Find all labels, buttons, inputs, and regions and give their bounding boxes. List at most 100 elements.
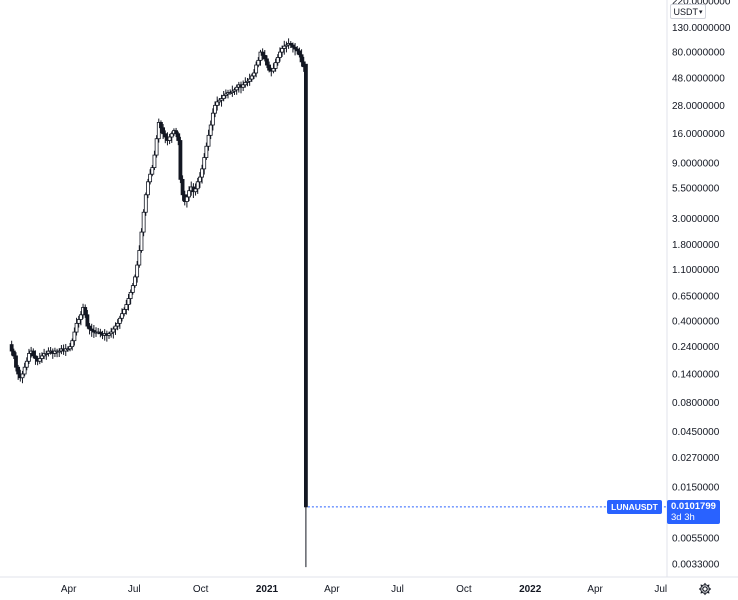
time-tick-label: Apr <box>324 584 340 595</box>
last-price-tag: 0.0101799 3d 3h <box>667 500 720 524</box>
candle <box>122 307 127 317</box>
candle <box>167 133 172 145</box>
price-tick-label: 0.0033000 <box>672 560 720 571</box>
candle <box>9 340 14 356</box>
candle <box>226 89 230 99</box>
price-tick-label: 0.0450000 <box>672 427 720 438</box>
candle <box>247 73 252 86</box>
candle <box>115 319 120 331</box>
candle <box>245 77 250 87</box>
candle <box>232 87 237 95</box>
candle <box>154 135 159 158</box>
candle <box>24 357 29 371</box>
candle <box>85 309 90 329</box>
candle <box>139 228 144 253</box>
candle <box>297 47 302 58</box>
time-tick-label: Apr <box>587 584 603 595</box>
candle <box>174 127 178 138</box>
price-tick-label-top: 220.0000000 <box>672 0 731 7</box>
candle <box>197 172 202 188</box>
candle <box>78 311 83 326</box>
candle <box>31 348 36 359</box>
candle <box>33 350 38 365</box>
price-tick-label: 1.1000000 <box>672 265 720 276</box>
candle <box>271 63 276 74</box>
candle <box>27 348 31 364</box>
candle <box>37 352 42 365</box>
candle <box>241 80 246 92</box>
candle <box>148 169 153 185</box>
time-tick-label: Oct <box>193 584 209 595</box>
candle <box>156 118 161 143</box>
candle <box>256 57 261 68</box>
candle <box>210 108 215 131</box>
candle <box>208 120 213 140</box>
candle <box>76 315 81 328</box>
candle <box>293 43 297 56</box>
candle <box>213 101 217 118</box>
candle <box>202 153 207 175</box>
price-tick-label: 0.0055000 <box>672 534 720 545</box>
candle <box>161 124 166 140</box>
candle <box>221 91 226 102</box>
price-axis[interactable]: 130.0000000 80.0000000 48.0000000 28.000000… <box>672 0 731 571</box>
candle <box>111 326 116 339</box>
time-tick-label: Jul <box>391 584 404 595</box>
price-tick-label: 28.0000000 <box>672 101 725 112</box>
candle <box>117 315 122 329</box>
candle <box>258 49 263 66</box>
candle <box>215 96 220 111</box>
candle <box>113 322 118 335</box>
candle <box>230 85 235 97</box>
candle <box>280 45 285 57</box>
candle <box>288 41 293 48</box>
candle <box>295 45 300 55</box>
candle <box>234 84 239 95</box>
candle <box>11 348 16 360</box>
candle <box>152 150 157 171</box>
currency-selector-button[interactable]: USDT ▾ <box>670 4 706 19</box>
candle <box>193 183 198 196</box>
candle <box>243 77 248 88</box>
candle <box>72 327 77 346</box>
candle <box>217 97 222 106</box>
candle <box>228 89 233 95</box>
price-tick-label: 130.0000000 <box>672 23 731 34</box>
candle <box>249 73 254 82</box>
candle <box>185 194 189 208</box>
time-axis[interactable]: Apr Jul Oct 2021 Apr Jul Oct 2022 Apr Jul <box>61 584 667 595</box>
time-tick-label: Apr <box>61 584 77 595</box>
candle <box>273 58 278 72</box>
candle <box>146 178 150 199</box>
candle <box>109 327 114 338</box>
bar-countdown: 3d 3h <box>671 512 695 523</box>
chevron-down-icon: ▾ <box>698 8 703 16</box>
candle <box>120 308 124 322</box>
candle <box>304 63 308 568</box>
candle <box>70 338 75 351</box>
currency-label: USDT <box>673 6 698 17</box>
candle <box>278 47 282 62</box>
candle <box>262 50 267 62</box>
candle <box>219 94 224 107</box>
candle <box>206 129 211 151</box>
price-tick-label: 9.0000000 <box>672 158 720 169</box>
candle <box>284 41 289 53</box>
candle <box>16 364 21 380</box>
candle <box>204 142 209 160</box>
candle <box>40 352 44 363</box>
candle <box>98 328 103 338</box>
candle <box>124 299 129 315</box>
price-tick-label: 80.0000000 <box>672 48 725 59</box>
candle <box>66 346 70 352</box>
gear-icon[interactable] <box>695 580 715 598</box>
candle <box>267 61 272 73</box>
last-price-value: 0.0101799 <box>671 501 716 512</box>
candle <box>275 54 280 66</box>
candle <box>14 352 18 372</box>
price-tick-label: 0.0150000 <box>672 483 720 494</box>
candle <box>87 323 92 335</box>
candle <box>163 130 168 144</box>
candle <box>143 192 148 216</box>
